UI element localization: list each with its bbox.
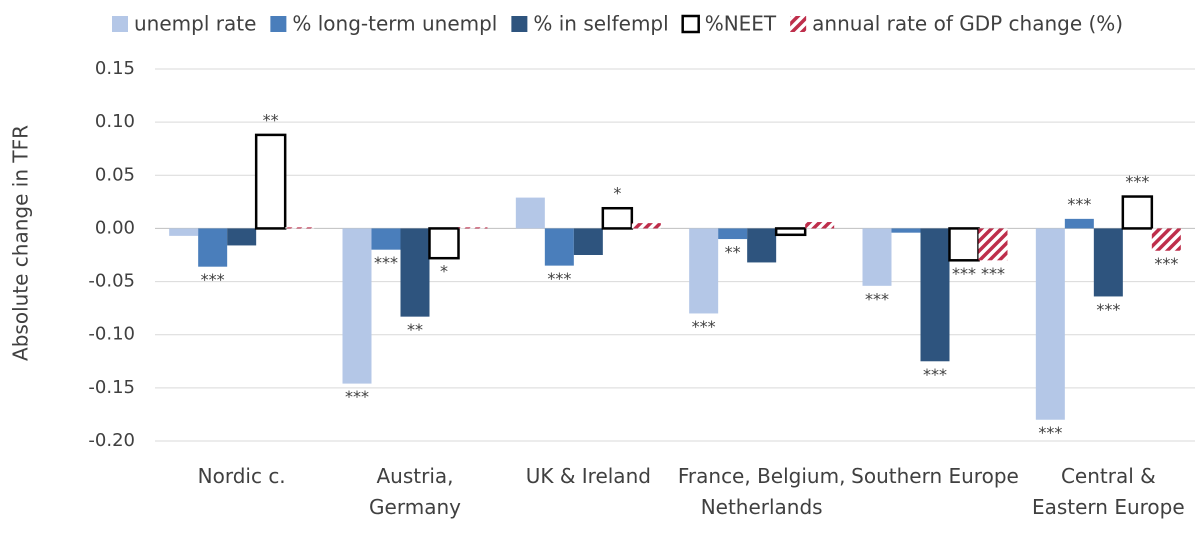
- bar: [227, 228, 257, 246]
- bar: [515, 197, 545, 229]
- bar: [774, 227, 807, 237]
- bar: [862, 228, 892, 286]
- bar: [747, 228, 777, 263]
- bar: [718, 228, 748, 240]
- y-tick-label: -0.15: [88, 377, 135, 398]
- significance-label: ***: [952, 264, 976, 283]
- bar: [254, 133, 287, 230]
- x-tick-label: UK & Ireland: [525, 464, 651, 488]
- legend-label: % long-term unempl: [292, 12, 497, 36]
- significance-label: ***: [981, 264, 1005, 283]
- y-tick-label: 0.05: [95, 164, 135, 185]
- bar: [371, 228, 401, 250]
- bar: [601, 206, 634, 230]
- significance-label: **: [725, 243, 741, 262]
- bar: [428, 227, 460, 260]
- bar: [891, 228, 921, 233]
- significance-label: **: [407, 320, 423, 339]
- significance-label: ***: [1125, 172, 1149, 191]
- bar: [978, 228, 1008, 261]
- y-tick-label: 0.15: [95, 58, 135, 79]
- bar: [920, 228, 950, 362]
- bar: [544, 228, 574, 266]
- bar: [458, 227, 488, 229]
- y-tick-label: 0.00: [95, 217, 135, 238]
- significance-label: ***: [1096, 300, 1120, 319]
- bar: [169, 228, 199, 236]
- legend-label: %NEET: [705, 12, 777, 36]
- significance-label: ***: [1067, 194, 1091, 213]
- significance-label: **: [263, 110, 279, 129]
- significance-label: ***: [201, 270, 225, 289]
- significance-label: ***: [865, 289, 889, 308]
- bar: [285, 227, 315, 229]
- bar: [1064, 218, 1094, 229]
- bar: [1121, 195, 1154, 230]
- significance-label: *: [440, 262, 448, 281]
- legend-label: unempl rate: [134, 12, 256, 36]
- bar: [805, 222, 835, 229]
- significance-label: ***: [374, 253, 398, 272]
- bar: [631, 223, 661, 229]
- significance-label: ***: [1038, 423, 1062, 442]
- legend-label: annual rate of GDP change (%): [812, 12, 1123, 36]
- bar: [1093, 228, 1123, 297]
- y-axis-label: Absolute change in TFR: [9, 125, 33, 361]
- significance-label: ***: [923, 365, 947, 384]
- y-tick-label: 0.10: [95, 111, 135, 132]
- x-tick-label: Nordic c.: [197, 464, 286, 488]
- significance-label: *: [613, 184, 621, 203]
- legend-swatch: [112, 16, 128, 32]
- legend-swatch: [511, 16, 528, 32]
- bar: [198, 228, 228, 267]
- y-tick-label: -0.10: [88, 324, 135, 345]
- bar: [1151, 228, 1181, 251]
- legend-swatch: [270, 16, 287, 32]
- significance-label: ***: [1154, 254, 1178, 273]
- bar: [689, 228, 719, 314]
- x-tick-label: Austria, Germany: [369, 464, 461, 519]
- bar: [573, 228, 603, 255]
- legend-swatch: [790, 16, 807, 32]
- bar: [342, 228, 372, 384]
- x-tick-label: Southern Europe: [851, 464, 1019, 488]
- legend-swatch: [681, 14, 700, 34]
- bar: [1035, 228, 1065, 420]
- significance-label: ***: [345, 387, 369, 406]
- bar: [948, 227, 980, 262]
- x-tick-label: Central & Eastern Europe: [1031, 464, 1185, 519]
- bar: [400, 228, 430, 317]
- x-tick-label: France, Belgium, Netherlands: [677, 464, 846, 519]
- y-tick-label: -0.20: [88, 430, 135, 451]
- y-tick-label: -0.05: [88, 271, 135, 292]
- legend-label: % in selfempl: [533, 12, 668, 36]
- significance-label: ***: [547, 269, 571, 288]
- significance-label: ***: [692, 317, 716, 336]
